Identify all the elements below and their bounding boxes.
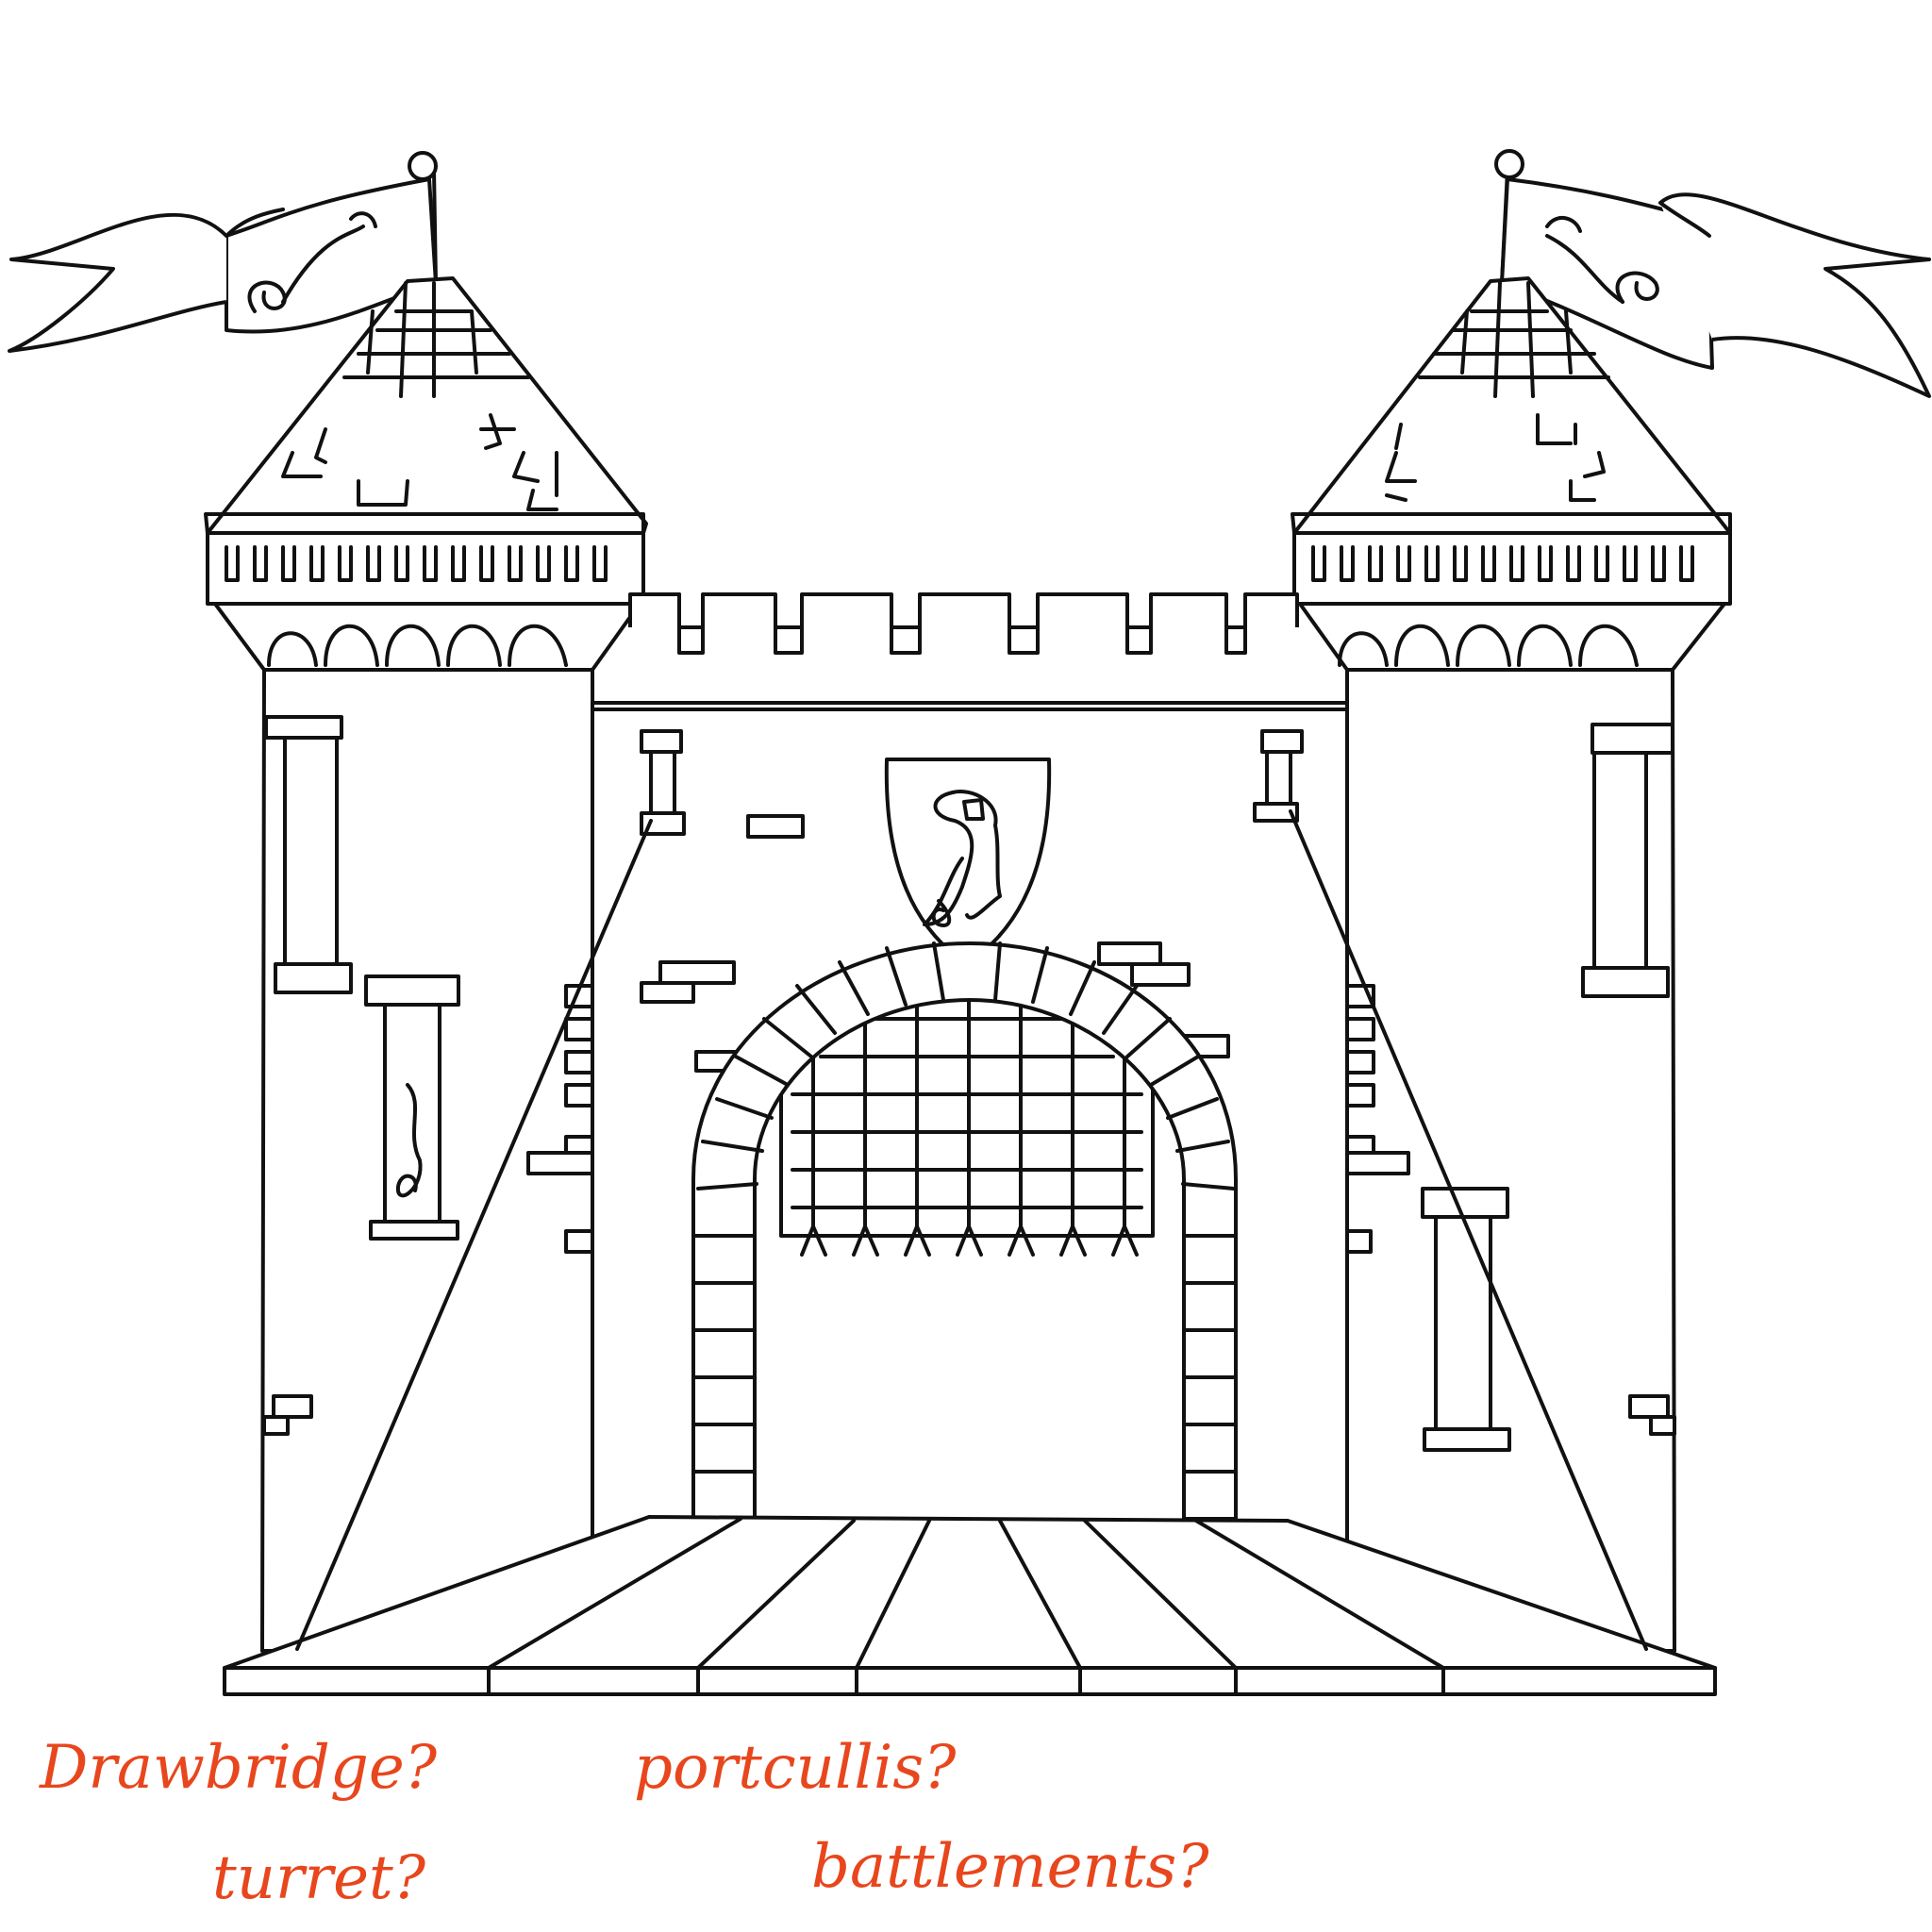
- right-flag: [1494, 149, 1931, 398]
- drawbridge-label: Drawbridge?: [39, 1733, 438, 1803]
- turret-label: turret?: [212, 1843, 426, 1913]
- windows: [264, 715, 1674, 1452]
- battlements-label: battlements?: [811, 1832, 1209, 1902]
- gate-arch: [691, 941, 1238, 1521]
- portcullis-label: portcullis?: [634, 1733, 957, 1803]
- battlements: [628, 592, 1299, 655]
- brick-details: [262, 814, 1676, 1436]
- portcullis: [779, 960, 1155, 1257]
- drawbridge-chains: [295, 809, 1648, 1651]
- left-flag: [8, 151, 438, 353]
- left-turret: [204, 276, 648, 1653]
- drawbridge: [223, 1515, 1717, 1696]
- shield-seahorse-icon: [884, 758, 1052, 966]
